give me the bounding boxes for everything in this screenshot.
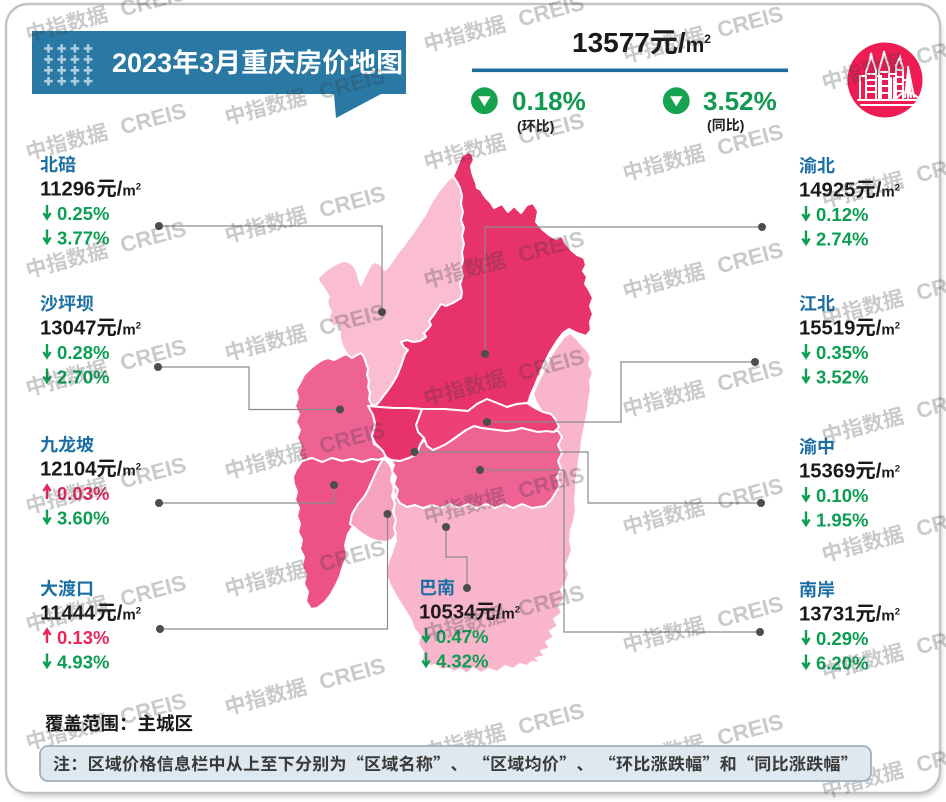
svg-text:): ) bbox=[550, 118, 555, 134]
svg-text:2: 2 bbox=[895, 464, 900, 475]
svg-text:2: 2 bbox=[895, 321, 900, 332]
svg-text:3.52%: 3.52% bbox=[703, 86, 777, 116]
svg-text:m: m bbox=[122, 322, 135, 339]
svg-text:3.60%: 3.60% bbox=[57, 508, 109, 529]
svg-text:1.95%: 1.95% bbox=[816, 510, 868, 531]
svg-text:3.52%: 3.52% bbox=[816, 367, 868, 388]
svg-text:/: / bbox=[876, 461, 882, 483]
svg-text:2023: 2023 bbox=[112, 48, 172, 78]
svg-text:/: / bbox=[117, 459, 123, 481]
svg-text:(: ( bbox=[517, 118, 522, 134]
svg-text:/: / bbox=[876, 318, 882, 340]
svg-text:/: / bbox=[678, 27, 686, 58]
svg-text:4.32%: 4.32% bbox=[436, 651, 488, 672]
svg-text:0.35%: 0.35% bbox=[816, 342, 868, 363]
svg-text:0.25%: 0.25% bbox=[57, 203, 109, 224]
svg-text:15369: 15369 bbox=[799, 461, 855, 483]
svg-text:0.29%: 0.29% bbox=[816, 628, 868, 649]
svg-text:4.93%: 4.93% bbox=[57, 652, 109, 673]
svg-text:2: 2 bbox=[136, 321, 141, 332]
svg-text:0.13%: 0.13% bbox=[57, 627, 109, 648]
svg-text:14925: 14925 bbox=[799, 180, 855, 202]
svg-text:m: m bbox=[122, 183, 135, 200]
svg-text:11296: 11296 bbox=[40, 179, 95, 201]
svg-text:15519: 15519 bbox=[799, 318, 855, 340]
svg-text:10534: 10534 bbox=[419, 602, 476, 624]
svg-text:13731: 13731 bbox=[799, 604, 855, 626]
svg-text:/: / bbox=[117, 179, 123, 201]
svg-text:2: 2 bbox=[704, 32, 711, 46]
svg-text:/: / bbox=[876, 604, 882, 626]
svg-text:m: m bbox=[881, 465, 894, 482]
svg-text:0.18%: 0.18% bbox=[512, 86, 586, 116]
svg-text:m: m bbox=[122, 463, 135, 480]
svg-text:/: / bbox=[117, 318, 123, 340]
svg-text:3: 3 bbox=[199, 48, 214, 78]
svg-text:0.10%: 0.10% bbox=[816, 485, 868, 506]
svg-text:2: 2 bbox=[136, 182, 141, 193]
svg-text:(: ( bbox=[707, 117, 712, 133]
svg-text:m: m bbox=[122, 607, 135, 624]
svg-text:13047: 13047 bbox=[40, 318, 96, 340]
svg-text:0.28%: 0.28% bbox=[57, 342, 109, 363]
svg-text:2: 2 bbox=[136, 606, 141, 617]
svg-text:0.12%: 0.12% bbox=[816, 204, 868, 225]
svg-text:2: 2 bbox=[895, 607, 900, 618]
svg-text:2: 2 bbox=[515, 605, 520, 616]
svg-text:): ) bbox=[740, 117, 745, 133]
svg-text:2.74%: 2.74% bbox=[816, 229, 868, 250]
svg-text:/: / bbox=[117, 603, 123, 625]
svg-text:m: m bbox=[881, 608, 894, 625]
svg-text:2: 2 bbox=[136, 462, 141, 473]
svg-text:m: m bbox=[881, 322, 894, 339]
svg-text:12104: 12104 bbox=[40, 459, 97, 481]
